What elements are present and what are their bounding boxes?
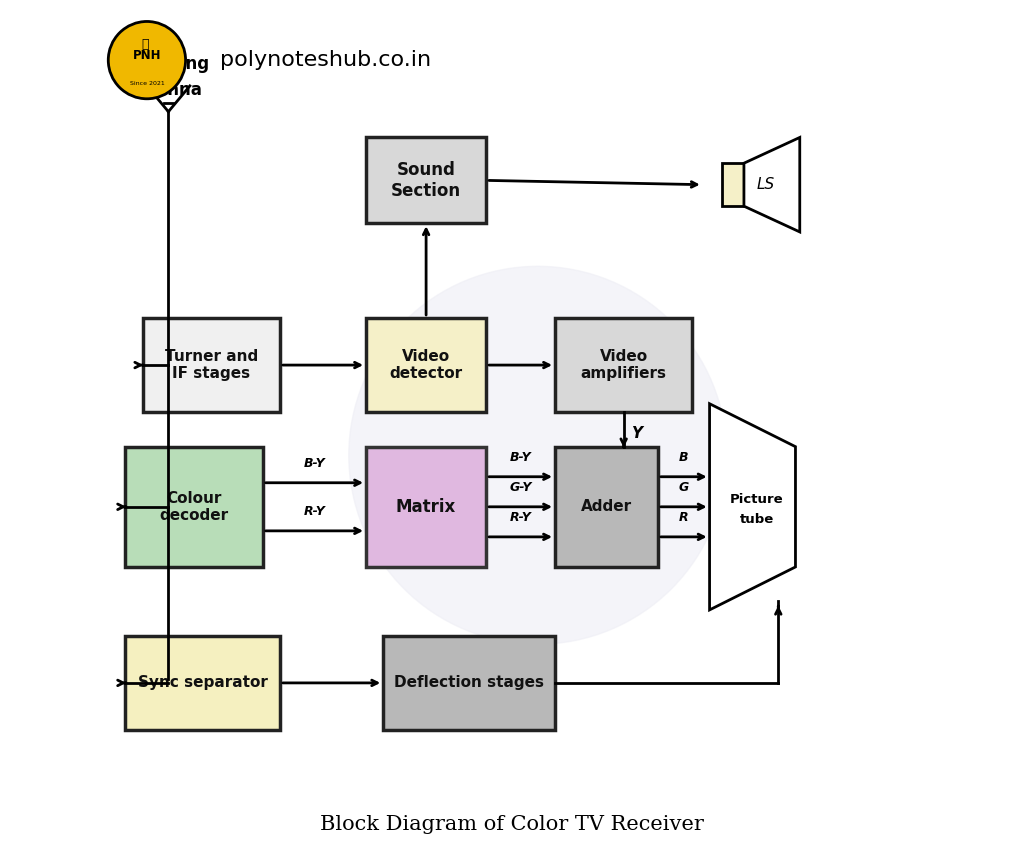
Text: Since 2021: Since 2021: [130, 81, 164, 86]
Text: Video
detector: Video detector: [389, 349, 463, 381]
FancyBboxPatch shape: [126, 636, 281, 730]
Text: Block Diagram of Color TV Receiver: Block Diagram of Color TV Receiver: [321, 815, 703, 834]
Text: B: B: [679, 451, 688, 464]
Circle shape: [109, 21, 185, 99]
Text: Turner and
IF stages: Turner and IF stages: [165, 349, 258, 381]
Text: B-Y: B-Y: [304, 457, 326, 470]
Text: Y: Y: [631, 426, 642, 442]
FancyBboxPatch shape: [366, 318, 486, 412]
FancyBboxPatch shape: [126, 447, 263, 567]
Text: Receiving: Receiving: [119, 56, 210, 73]
Text: PNH: PNH: [133, 49, 161, 63]
Text: LS: LS: [757, 177, 774, 192]
Text: Matrix: Matrix: [396, 498, 457, 515]
Text: polynoteshub.co.in: polynoteshub.co.in: [220, 50, 431, 70]
Text: Colour
decoder: Colour decoder: [160, 490, 228, 523]
Text: R: R: [679, 511, 688, 524]
Text: G-Y: G-Y: [509, 481, 531, 494]
Text: 🎓: 🎓: [141, 38, 148, 52]
Polygon shape: [710, 404, 796, 610]
Text: G: G: [679, 481, 689, 494]
FancyBboxPatch shape: [366, 137, 486, 223]
FancyBboxPatch shape: [366, 447, 486, 567]
Text: antenna: antenna: [126, 82, 203, 99]
Text: Sound
Section: Sound Section: [391, 161, 461, 200]
Text: Video
amplifiers: Video amplifiers: [581, 349, 667, 381]
Text: R-Y: R-Y: [303, 505, 326, 518]
FancyBboxPatch shape: [383, 636, 555, 730]
Text: R-Y: R-Y: [510, 511, 531, 524]
Circle shape: [349, 266, 727, 644]
FancyBboxPatch shape: [555, 318, 692, 412]
Text: Sync separator: Sync separator: [138, 675, 267, 691]
Text: Adder: Adder: [581, 499, 632, 515]
Polygon shape: [743, 137, 800, 232]
Text: tube: tube: [739, 513, 774, 527]
FancyBboxPatch shape: [723, 163, 743, 206]
Text: Picture: Picture: [730, 493, 783, 507]
Text: B-Y: B-Y: [510, 451, 531, 464]
FancyBboxPatch shape: [142, 318, 281, 412]
FancyBboxPatch shape: [555, 447, 658, 567]
Text: Deflection stages: Deflection stages: [394, 675, 544, 691]
